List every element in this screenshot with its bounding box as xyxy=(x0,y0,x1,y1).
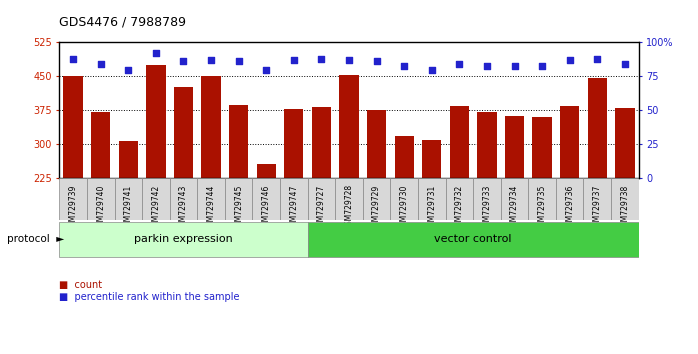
Point xyxy=(564,57,575,63)
Point xyxy=(399,63,410,68)
Point xyxy=(260,67,272,73)
Text: GSM729732: GSM729732 xyxy=(455,184,464,230)
Text: GSM729740: GSM729740 xyxy=(96,184,105,231)
Bar xyxy=(473,178,500,220)
Text: GSM729747: GSM729747 xyxy=(290,184,298,231)
Bar xyxy=(528,178,556,220)
Text: GSM729735: GSM729735 xyxy=(537,184,547,231)
Bar xyxy=(615,108,634,178)
Point xyxy=(95,61,106,67)
Bar xyxy=(505,116,524,178)
Bar xyxy=(202,76,221,178)
Bar xyxy=(253,178,280,220)
Point xyxy=(178,59,189,64)
Bar xyxy=(170,178,198,220)
Text: GSM729744: GSM729744 xyxy=(207,184,216,231)
Text: GSM729731: GSM729731 xyxy=(427,184,436,230)
Text: GSM729745: GSM729745 xyxy=(234,184,243,231)
Text: GSM729734: GSM729734 xyxy=(510,184,519,231)
Bar xyxy=(91,112,110,178)
Bar xyxy=(611,178,639,220)
Point xyxy=(205,57,216,63)
Bar xyxy=(367,110,386,178)
Bar xyxy=(59,222,308,257)
Text: GSM729746: GSM729746 xyxy=(262,184,271,231)
Text: GSM729738: GSM729738 xyxy=(621,184,630,230)
Text: GSM729737: GSM729737 xyxy=(593,184,602,231)
Text: protocol  ►: protocol ► xyxy=(7,234,64,244)
Bar xyxy=(450,106,469,178)
Text: GSM729733: GSM729733 xyxy=(482,184,491,231)
Bar xyxy=(477,112,496,178)
Point xyxy=(619,61,630,67)
Bar xyxy=(500,178,528,220)
Point xyxy=(343,57,355,63)
Bar xyxy=(560,106,579,178)
Point xyxy=(454,61,465,67)
Bar xyxy=(225,178,253,220)
Bar xyxy=(308,178,335,220)
Bar xyxy=(533,118,551,178)
Text: GSM729728: GSM729728 xyxy=(345,184,353,230)
Text: GSM729741: GSM729741 xyxy=(124,184,133,230)
Text: GSM729742: GSM729742 xyxy=(151,184,161,230)
Point xyxy=(68,56,79,62)
Bar xyxy=(174,87,193,178)
Text: GSM729730: GSM729730 xyxy=(400,184,408,231)
Bar xyxy=(284,109,304,178)
Bar xyxy=(147,65,165,178)
Point xyxy=(288,57,299,63)
Point xyxy=(509,63,520,68)
Bar xyxy=(114,178,142,220)
Bar xyxy=(394,136,414,178)
Bar xyxy=(257,164,276,178)
Text: GSM729729: GSM729729 xyxy=(372,184,381,230)
Text: ■  count: ■ count xyxy=(59,280,103,290)
Point xyxy=(537,63,548,68)
Text: GSM729739: GSM729739 xyxy=(68,184,77,231)
Bar xyxy=(390,178,418,220)
Bar xyxy=(422,139,441,178)
Text: vector control: vector control xyxy=(434,234,512,244)
Bar xyxy=(339,75,359,178)
Point xyxy=(592,56,603,62)
Point xyxy=(482,63,493,68)
Bar xyxy=(59,178,87,220)
Text: ■  percentile rank within the sample: ■ percentile rank within the sample xyxy=(59,292,240,302)
Point xyxy=(123,67,134,73)
Text: GSM729743: GSM729743 xyxy=(179,184,188,231)
Bar xyxy=(119,141,138,178)
Bar xyxy=(198,178,225,220)
Text: GDS4476 / 7988789: GDS4476 / 7988789 xyxy=(59,15,186,28)
Point xyxy=(371,59,383,64)
Bar xyxy=(418,178,445,220)
Bar xyxy=(445,178,473,220)
Bar xyxy=(280,178,308,220)
Point xyxy=(233,59,244,64)
Bar xyxy=(335,178,363,220)
Bar xyxy=(142,178,170,220)
Point xyxy=(426,67,438,73)
Bar xyxy=(363,178,390,220)
Bar xyxy=(87,178,114,220)
Text: GSM729727: GSM729727 xyxy=(317,184,326,230)
Bar xyxy=(229,105,248,178)
Point xyxy=(150,51,161,56)
Bar xyxy=(588,78,607,178)
Bar xyxy=(308,222,639,257)
Bar xyxy=(556,178,584,220)
Bar xyxy=(312,107,331,178)
Text: parkin expression: parkin expression xyxy=(134,234,233,244)
Bar xyxy=(584,178,611,220)
Point xyxy=(315,56,327,62)
Text: GSM729736: GSM729736 xyxy=(565,184,574,231)
Bar xyxy=(64,76,83,178)
